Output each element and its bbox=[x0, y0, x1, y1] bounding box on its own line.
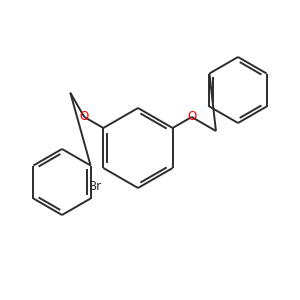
Text: O: O bbox=[187, 110, 196, 124]
Text: Br: Br bbox=[89, 180, 102, 193]
Text: O: O bbox=[80, 110, 89, 124]
